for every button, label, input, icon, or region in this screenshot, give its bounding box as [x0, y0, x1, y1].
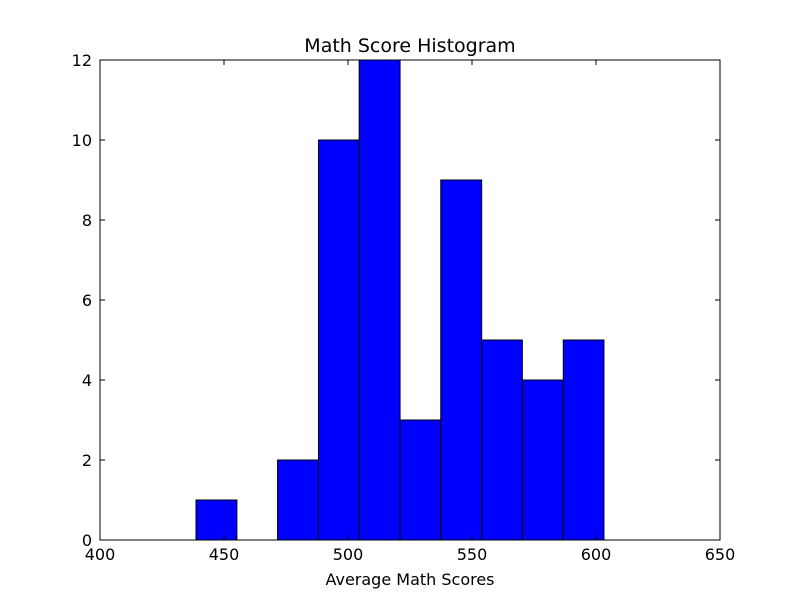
histogram-bar-6: [440, 179, 483, 541]
plot-frame: [99, 59, 721, 541]
histogram-bar-5: [399, 419, 442, 541]
histogram-bar-9: [562, 339, 605, 541]
x-tick-label: 500: [333, 545, 364, 564]
x-tick-label: 550: [457, 545, 488, 564]
chart-title: Math Score Histogram: [304, 35, 515, 57]
bars-layer: [195, 59, 605, 541]
x-tick-label: 600: [581, 545, 612, 564]
y-tick-label: 8: [82, 211, 92, 230]
x-tick-label: 650: [705, 545, 736, 564]
x-tick-label: 450: [209, 545, 240, 564]
x-axis-label: Average Math Scores: [325, 570, 494, 589]
histogram-bar-2: [277, 459, 319, 541]
y-tick-label: 4: [82, 371, 92, 390]
histogram-bar-4: [358, 59, 401, 541]
y-tick-label: 0: [82, 531, 92, 550]
histogram-bar-8: [521, 379, 564, 541]
y-tick-label: 6: [82, 291, 92, 310]
y-tick-label: 10: [72, 131, 92, 150]
y-tick-label: 12: [72, 51, 92, 70]
x-tick-label: 400: [85, 545, 116, 564]
histogram-bar-0: [195, 499, 238, 541]
y-tick-label: 2: [82, 451, 92, 470]
histogram-bar-7: [481, 339, 523, 541]
histogram-bar-3: [317, 139, 360, 541]
